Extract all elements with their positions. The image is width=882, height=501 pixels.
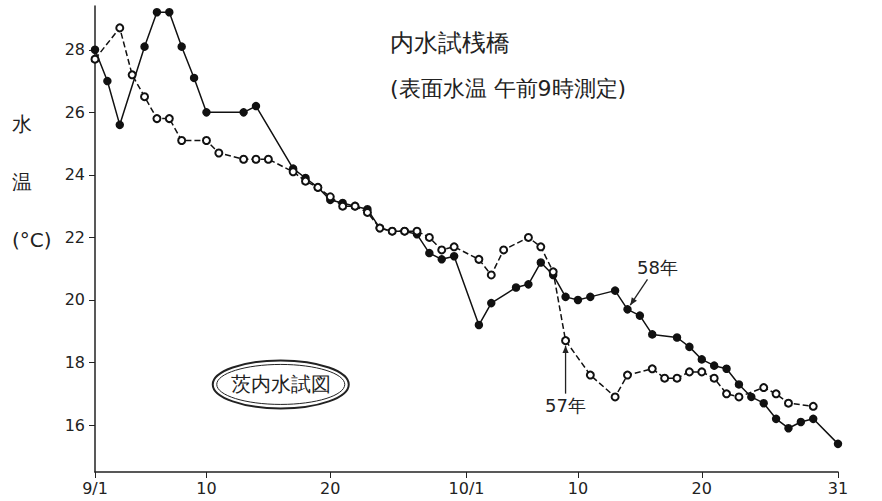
svg-text:温: 温 xyxy=(12,170,32,194)
svg-text:(表面水温 午前9時測定): (表面水温 午前9時測定) xyxy=(390,76,626,101)
svg-text:26: 26 xyxy=(65,103,85,122)
svg-text:57年: 57年 xyxy=(545,395,586,416)
svg-text:(°C): (°C) xyxy=(12,228,52,252)
svg-text:22: 22 xyxy=(65,228,85,247)
svg-text:茨内水試図: 茨内水試図 xyxy=(231,372,331,396)
svg-text:18: 18 xyxy=(65,353,85,372)
svg-text:20: 20 xyxy=(320,479,340,498)
svg-text:水: 水 xyxy=(12,112,32,136)
svg-text:内水試桟橋: 内水試桟橋 xyxy=(390,29,510,57)
svg-text:20: 20 xyxy=(65,290,85,309)
svg-text:24: 24 xyxy=(65,165,85,184)
svg-text:10/1: 10/1 xyxy=(449,479,485,498)
svg-text:10: 10 xyxy=(196,479,216,498)
svg-text:20: 20 xyxy=(692,479,712,498)
svg-text:28: 28 xyxy=(65,40,85,59)
svg-text:9/1: 9/1 xyxy=(82,479,108,498)
svg-text:16: 16 xyxy=(65,416,85,435)
svg-text:10: 10 xyxy=(568,479,588,498)
svg-text:31: 31 xyxy=(828,479,848,498)
svg-text:58年: 58年 xyxy=(637,257,678,278)
